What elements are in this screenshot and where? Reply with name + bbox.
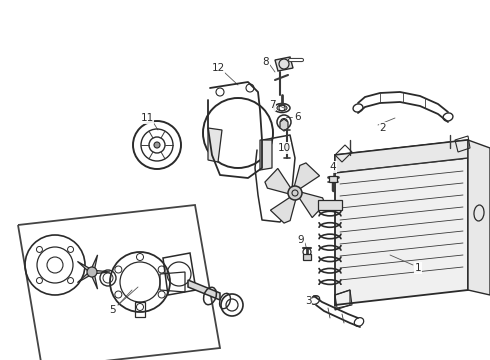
Polygon shape [280,119,288,131]
Text: 1: 1 [415,263,421,273]
Text: 10: 10 [277,143,291,153]
Text: 8: 8 [263,57,270,67]
Polygon shape [96,270,110,274]
Polygon shape [318,200,342,210]
Text: 12: 12 [211,63,224,73]
Polygon shape [92,255,98,269]
Text: 2: 2 [380,123,386,133]
Polygon shape [335,140,468,173]
Polygon shape [270,197,296,223]
Circle shape [288,186,302,200]
Polygon shape [188,280,220,300]
Polygon shape [260,140,272,170]
Circle shape [87,267,97,277]
Polygon shape [77,273,90,283]
Polygon shape [208,128,222,162]
Polygon shape [77,261,90,271]
Polygon shape [275,57,293,71]
Circle shape [154,142,160,148]
Text: 3: 3 [305,296,311,306]
Polygon shape [265,168,291,194]
Polygon shape [299,192,325,217]
Polygon shape [335,140,468,305]
Text: 5: 5 [109,305,115,315]
Text: 6: 6 [294,112,301,122]
Text: 9: 9 [298,235,304,245]
Polygon shape [329,176,337,182]
Text: 4: 4 [330,162,336,172]
Polygon shape [303,254,311,260]
Polygon shape [92,275,98,289]
Polygon shape [468,140,490,295]
Text: 7: 7 [269,100,275,110]
Text: 11: 11 [140,113,154,123]
Polygon shape [294,163,319,189]
